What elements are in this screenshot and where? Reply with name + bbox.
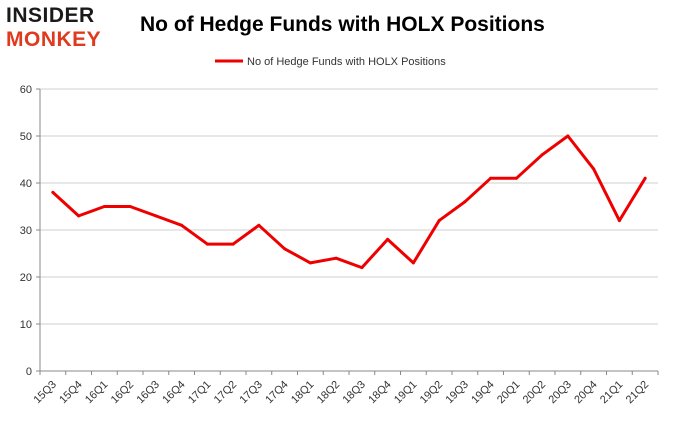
data-point [463,200,467,204]
data-point [540,153,544,157]
logo-line-2: MONKEY [6,28,102,51]
data-point [566,134,570,138]
data-point [231,242,235,246]
data-point [643,176,647,180]
data-point [360,266,364,270]
x-tick-label: 18Q4 [366,379,394,407]
data-point [128,205,132,208]
x-tick-label: 17Q2 [212,379,240,407]
data-point [592,167,596,171]
x-tick-label: 18Q2 [315,379,343,407]
y-tick-label: 50 [20,131,32,143]
data-point [617,219,621,223]
y-tick-label: 20 [20,272,32,284]
data-point [283,247,287,251]
x-tick-label: 21Q1 [598,379,626,407]
x-tick-label: 17Q4 [263,379,291,407]
data-point [102,205,106,208]
series-layer [51,134,647,270]
data-point [411,261,415,265]
x-tick-label: 18Q1 [289,379,317,407]
y-tick-label: 0 [26,366,32,378]
data-point [257,223,261,227]
legend: No of Hedge Funds with HOLX Positions [215,56,446,68]
y-tick-label: 30 [20,225,32,237]
x-tick-label: 21Q2 [624,379,652,407]
x-tick-label: 18Q3 [340,379,368,407]
legend-label: No of Hedge Funds with HOLX Positions [247,56,446,68]
x-tick-label: 16Q1 [83,379,111,407]
data-point [514,176,518,180]
x-tick-label: 20Q4 [572,379,600,407]
grid-layer [40,88,658,372]
x-tick-label: 19Q1 [392,379,420,407]
x-tick-label: 16Q3 [134,379,162,407]
x-tick-label: 19Q3 [443,379,471,407]
series-line [51,134,647,270]
x-tick-label: 17Q3 [237,379,265,407]
x-tick-label: 16Q4 [160,379,188,407]
data-point [437,219,441,223]
x-tick-label: 15Q4 [57,379,85,407]
x-tick-label: 17Q1 [186,379,214,407]
y-tick-label: 10 [20,319,32,331]
x-tick-label: 20Q1 [495,379,523,407]
data-point [154,214,158,218]
chart-title: No of Hedge Funds with HOLX Positions [140,13,545,36]
data-point [308,261,312,265]
data-point [489,176,493,180]
data-point [77,214,81,218]
data-point [180,223,184,227]
x-tick-label: 20Q3 [546,379,574,407]
data-point [51,190,55,194]
insider-monkey-logo: INSIDER MONKEY [6,4,130,56]
logo-line-1: INSIDER [6,4,95,27]
data-point [334,256,338,260]
x-tick-label: 16Q2 [109,379,137,407]
axis-layer: 010203040506015Q315Q416Q116Q216Q316Q417Q… [20,84,659,407]
y-tick-label: 60 [20,84,32,96]
x-tick-label: 19Q4 [469,379,497,407]
data-point [205,242,209,246]
x-tick-label: 20Q2 [521,379,549,407]
y-tick-label: 40 [20,178,32,190]
x-tick-label: 19Q2 [418,379,446,407]
data-point [386,237,390,241]
x-tick-label: 15Q3 [31,379,59,407]
